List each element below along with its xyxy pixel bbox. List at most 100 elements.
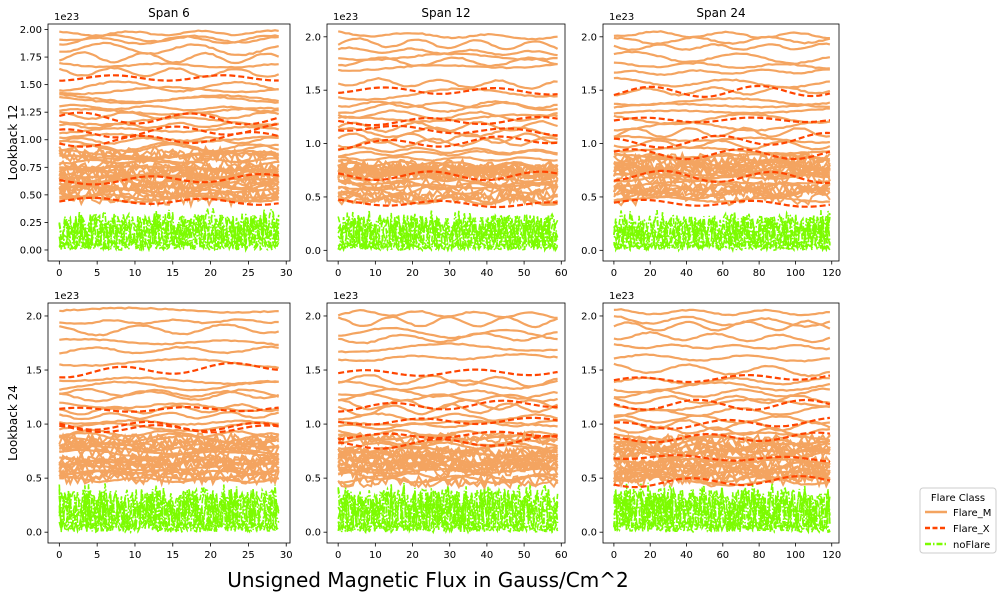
y-tick-label: 0.0 bbox=[581, 528, 597, 539]
series-line-Flare_M bbox=[59, 95, 279, 105]
subplot-1: 0 5 10 15 20 25 30 0.00 0.25 0.50 0.75 1.00 1.25 1.50… bbox=[6, 6, 293, 279]
series-line-Flare_M bbox=[58, 189, 280, 209]
x-tick-label: 60 bbox=[716, 268, 729, 279]
series-line-Flare_M bbox=[613, 152, 831, 172]
series-line-Flare_M bbox=[58, 460, 280, 478]
x-tick-label: 120 bbox=[822, 268, 841, 279]
x-tick-label: 20 bbox=[204, 268, 217, 279]
series-line-Flare_X bbox=[613, 475, 831, 489]
series-line-Flare_M bbox=[613, 76, 830, 89]
series-line-Flare_M bbox=[613, 353, 830, 363]
y-tick-label: 2.0 bbox=[26, 311, 42, 322]
series-line-Flare_M bbox=[59, 387, 280, 400]
legend-entry-noFlare: noFlare bbox=[953, 540, 990, 551]
series-line-Flare_M bbox=[337, 462, 558, 480]
series-line-Flare_X bbox=[59, 406, 279, 413]
series-line-Flare_M bbox=[338, 419, 558, 431]
y-tick-label: 0.5 bbox=[581, 474, 597, 485]
series-line-Flare_M bbox=[337, 445, 558, 462]
y-tick-label: 1.0 bbox=[305, 420, 321, 431]
x-tick-label: 30 bbox=[443, 550, 456, 561]
legend-box bbox=[919, 487, 997, 554]
series-line-Flare_M bbox=[337, 149, 558, 158]
y-tick-label: 1.0 bbox=[581, 420, 597, 431]
series-line-Flare_M bbox=[337, 352, 558, 363]
series-line-Flare_M bbox=[613, 460, 831, 479]
series-line-Flare_M bbox=[59, 34, 279, 46]
series-line-Flare_X bbox=[613, 169, 830, 185]
series-line-Flare_M bbox=[613, 138, 831, 151]
subplot-title: Span 24 bbox=[696, 6, 745, 20]
y-tick-label: 1.5 bbox=[26, 366, 42, 377]
series-line-noFlare bbox=[58, 209, 280, 253]
series-line-Flare_M bbox=[59, 62, 279, 69]
series-line-Flare_M bbox=[59, 80, 279, 93]
series-line-Flare_M bbox=[337, 392, 558, 403]
x-tick-label: 20 bbox=[406, 268, 419, 279]
y-tick-label: 1.25 bbox=[20, 108, 42, 119]
legend-entry-Flare_M: Flare_M bbox=[953, 508, 991, 519]
x-tick-label: 80 bbox=[753, 268, 766, 279]
series-line-Flare_M bbox=[59, 442, 280, 460]
series-line-Flare_M bbox=[59, 125, 279, 135]
x-tick-label: 60 bbox=[555, 268, 568, 279]
series-line-Flare_M bbox=[337, 187, 558, 206]
x-tick-label: 30 bbox=[280, 268, 293, 279]
series-line-Flare_X bbox=[338, 115, 558, 127]
series-line-Flare_M bbox=[338, 157, 559, 175]
series-line-Flare_M bbox=[337, 136, 558, 149]
series-line-Flare_M bbox=[613, 85, 831, 97]
series-line-Flare_M bbox=[613, 394, 831, 405]
series-line-noFlare bbox=[613, 210, 831, 253]
series-line-noFlare bbox=[337, 483, 559, 535]
series-line-Flare_M bbox=[58, 468, 280, 486]
series-line-Flare_M bbox=[613, 160, 831, 179]
x-tick-label: 0 bbox=[56, 550, 62, 561]
series-line-Flare_M bbox=[59, 337, 279, 346]
series-line-noFlare bbox=[58, 211, 280, 253]
x-tick-label: 40 bbox=[680, 550, 693, 561]
y-tick-label: 0.0 bbox=[305, 528, 321, 539]
series-line-Flare_X bbox=[338, 86, 558, 96]
series-line-Flare_X bbox=[613, 431, 831, 444]
x-tick-label: 0 bbox=[335, 550, 341, 561]
y-tick-label: 0.00 bbox=[20, 245, 42, 256]
series-line-Flare_X bbox=[613, 198, 831, 208]
x-tick-label: 80 bbox=[753, 550, 766, 561]
series-line-Flare_X bbox=[59, 424, 279, 434]
series-line-Flare_M bbox=[337, 315, 559, 329]
series-line-Flare_M bbox=[59, 29, 279, 38]
x-tick-label: 30 bbox=[280, 550, 293, 561]
y-tick-label: 2.0 bbox=[581, 32, 597, 43]
series-line-Flare_X bbox=[613, 374, 831, 384]
series-line-Flare_X bbox=[59, 74, 279, 82]
series-line-Flare_M bbox=[59, 323, 280, 337]
series-line-Flare_M bbox=[59, 121, 279, 130]
x-tick-label: 40 bbox=[481, 268, 494, 279]
series-line-Flare_X bbox=[338, 430, 558, 441]
series-line-Flare_M bbox=[338, 326, 558, 341]
series-line-Flare_M bbox=[59, 85, 279, 96]
x-tick-label: 30 bbox=[443, 268, 456, 279]
y-tick-label: 1.5 bbox=[581, 366, 597, 377]
series-line-noFlare bbox=[613, 210, 831, 252]
series-line-noFlare bbox=[58, 208, 280, 253]
series-line-Flare_M bbox=[337, 30, 558, 41]
series-line-noFlare bbox=[337, 485, 559, 535]
series-line-noFlare bbox=[337, 483, 559, 534]
plot-area bbox=[612, 30, 831, 253]
series-line-Flare_M bbox=[59, 41, 279, 57]
axis-offset-text: 1e23 bbox=[609, 12, 634, 23]
x-tick-label: 50 bbox=[518, 268, 531, 279]
y-tick-label: 0.0 bbox=[581, 246, 597, 257]
x-tick-label: 120 bbox=[822, 550, 841, 561]
x-tick-label: 5 bbox=[94, 550, 100, 561]
series-line-Flare_M bbox=[59, 402, 279, 416]
series-line-Flare_M bbox=[613, 61, 830, 70]
series-line-Flare_M bbox=[338, 100, 558, 114]
series-line-Flare_M bbox=[59, 318, 279, 325]
y-tick-label: 0.5 bbox=[581, 192, 597, 203]
series-line-noFlare bbox=[58, 485, 280, 533]
series-line-Flare_X bbox=[59, 111, 280, 126]
series-line-Flare_X bbox=[613, 84, 831, 99]
